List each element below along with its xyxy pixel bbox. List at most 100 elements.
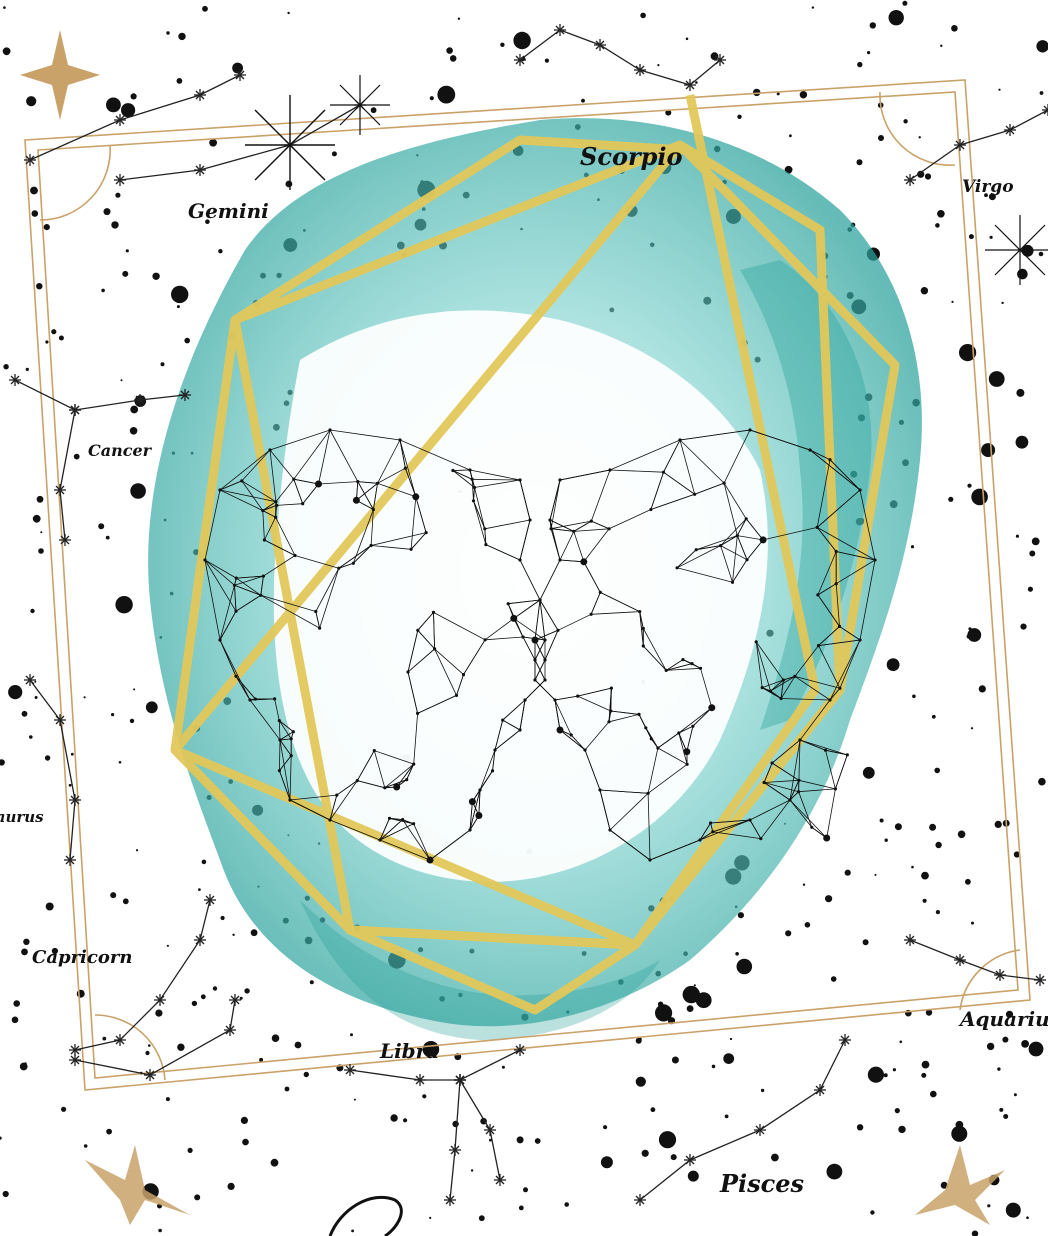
star-dot [250,929,258,937]
star-dot [804,922,811,928]
star-dot [998,88,1001,91]
star-dot [825,895,833,903]
star-dot [987,1204,991,1208]
constellation-star-icon [134,394,146,406]
star-dot [31,210,39,217]
face-node [416,628,420,632]
label-cancer: Cancer [88,441,153,460]
star-dot [429,1216,432,1219]
label-virgo: Virgo [962,177,1014,197]
face-node [709,821,713,825]
face-node [858,638,862,642]
star-dot [130,483,146,499]
face-node [278,738,282,742]
face-node [424,531,428,535]
face-node [471,499,476,503]
star-dot [888,10,904,26]
face-node [538,598,542,602]
face-node [314,609,318,614]
constellation-line [519,29,721,86]
star-dot [940,44,943,47]
face-node [234,609,238,613]
star-dot [988,371,1005,387]
face-node [412,493,420,501]
face-node [556,628,560,632]
star-dot [970,727,974,730]
face-node [589,519,593,523]
face-node [426,856,434,864]
star-dot [200,994,206,1000]
face-node [533,678,537,682]
label-taurus: Taurus [0,808,44,826]
face-node [337,566,341,570]
face-node [461,673,466,677]
face-node [558,558,562,562]
face-node [506,602,510,606]
star-dot [470,1169,474,1172]
star-dot [1038,777,1046,786]
face-node [218,488,222,492]
face-node [828,698,832,702]
star-dot [45,340,49,344]
star-dot [1031,537,1040,546]
star-dot [205,219,210,224]
constellation-star-icon [144,1069,156,1081]
face-node [291,730,295,734]
star-dot [657,1001,664,1007]
star-dot [21,948,28,956]
face-node [528,518,532,522]
face-node [289,754,293,758]
face-node [711,830,715,834]
star-dot [446,47,453,54]
star-dot [191,1000,198,1007]
star-dot [242,1138,249,1146]
face-node [759,536,767,544]
face-node [693,492,697,496]
constellation-star-icon [69,1054,81,1066]
star-dot [285,180,293,188]
face-node [580,558,588,566]
constellation-line [349,1049,521,1081]
face-node [735,534,739,538]
star-dot [967,628,982,642]
star-dot [34,696,38,699]
star-dot [61,1106,67,1112]
star-dot [0,759,5,766]
face-node [454,693,459,698]
face-node [816,593,820,597]
star-dot [145,701,158,714]
star-dot [1028,1041,1044,1057]
star-dot [600,1156,613,1169]
star-dot [125,249,129,253]
compass-star-icon [20,30,100,120]
constellation-star-icon [454,1074,466,1086]
star-dot [1027,586,1033,592]
face-node [690,662,694,666]
face-node [797,790,801,794]
constellation-star-icon [9,374,21,386]
constellation-star-icon [179,389,191,401]
face-node [722,481,726,485]
star-dot [76,989,85,998]
star-dot [826,1163,843,1180]
face-node [781,678,786,682]
star-dot [309,980,314,985]
face-node [683,748,691,756]
face-node [352,496,360,504]
label-gemini: Gemini [188,199,269,223]
face-node [779,696,783,701]
constellation-star-icon [54,484,66,496]
constellation-star-icon [514,1044,526,1056]
face-node [549,527,553,531]
star-dot [294,1041,302,1049]
star-dot [145,1050,150,1056]
face-node [383,786,387,790]
star-dot [36,495,44,503]
face-node [468,468,472,472]
face-node [685,762,689,766]
constellation-star-icon [24,674,36,686]
constellation-star-icon [234,69,246,81]
face-node [234,576,238,580]
star-dot [122,270,129,277]
